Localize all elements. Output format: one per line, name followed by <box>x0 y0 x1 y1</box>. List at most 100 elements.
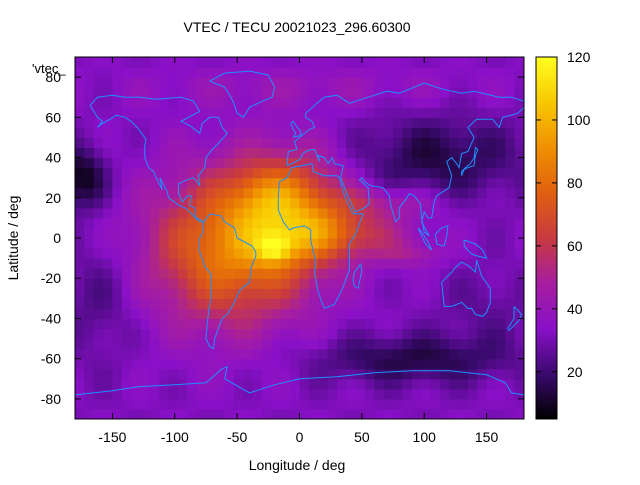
heatmap-cell <box>458 67 469 78</box>
heatmap-cell <box>346 388 357 400</box>
heatmap-cell <box>486 97 497 108</box>
heatmap-cell <box>290 258 301 269</box>
heatmap-cell <box>514 207 524 219</box>
heatmap-cell <box>393 388 403 400</box>
heatmap-cell <box>458 368 469 380</box>
heatmap-cell <box>234 227 244 239</box>
heatmap-cell <box>280 338 291 350</box>
heatmap-cell <box>346 268 357 279</box>
heatmap-cell <box>84 368 95 380</box>
heatmap-cell <box>374 67 385 78</box>
heatmap-cell <box>205 368 216 380</box>
heatmap-cell <box>411 298 422 309</box>
heatmap-cell <box>514 187 524 199</box>
heatmap-cell <box>308 117 319 128</box>
heatmap-cell <box>346 57 357 68</box>
heatmap-cell <box>439 258 450 269</box>
heatmap-cell <box>84 378 95 390</box>
heatmap-cell <box>449 268 460 279</box>
heatmap-cell <box>449 77 460 88</box>
heatmap-cell <box>327 368 338 380</box>
heatmap-cell <box>196 378 207 390</box>
heatmap-cell <box>234 368 244 380</box>
heatmap-cell <box>177 328 188 340</box>
heatmap-cell <box>103 308 114 320</box>
heatmap-cell <box>458 278 469 289</box>
heatmap-cell <box>467 268 478 279</box>
heatmap-cell <box>205 87 216 98</box>
heatmap-cell <box>421 127 432 139</box>
heatmap-cell <box>411 207 422 219</box>
heatmap-cell <box>280 288 291 299</box>
heatmap-cell <box>336 268 347 279</box>
heatmap-cell <box>93 127 104 139</box>
heatmap-cell <box>355 408 366 419</box>
heatmap-cell <box>121 238 132 249</box>
y-axis-label: Latitude / deg <box>5 196 21 281</box>
heatmap-cell <box>234 197 244 209</box>
heatmap-cell <box>121 318 132 330</box>
heatmap-cell <box>168 187 179 199</box>
heatmap-cell <box>318 298 329 309</box>
heatmap-cell <box>75 197 85 209</box>
heatmap-cell <box>495 278 506 289</box>
heatmap-cell <box>280 238 291 249</box>
heatmap-cell <box>205 378 216 390</box>
heatmap-cell <box>486 328 497 340</box>
heatmap-cell <box>393 177 403 189</box>
heatmap-cell <box>149 157 160 169</box>
heatmap-cell <box>336 217 347 229</box>
heatmap-cell <box>121 67 132 78</box>
heatmap-cell <box>467 217 478 229</box>
heatmap-cell <box>514 137 524 149</box>
heatmap-cell <box>234 378 244 390</box>
heatmap-cell <box>383 328 394 340</box>
heatmap-cell <box>449 227 460 239</box>
heatmap-cell <box>103 107 114 118</box>
heatmap-cell <box>346 187 357 199</box>
heatmap-cell <box>168 308 179 320</box>
heatmap-cell <box>205 408 216 419</box>
heatmap-cell <box>159 117 170 128</box>
heatmap-cell <box>336 378 347 390</box>
heatmap-cell <box>327 268 338 279</box>
heatmap-cell <box>280 258 291 269</box>
heatmap-cell <box>421 67 432 78</box>
heatmap-cell <box>477 187 488 199</box>
heatmap-cell <box>364 258 375 269</box>
heatmap-cell <box>449 398 460 410</box>
heatmap-cell <box>439 117 450 128</box>
heatmap-cell <box>205 318 216 330</box>
heatmap-cell <box>439 57 450 68</box>
heatmap-cell <box>318 268 329 279</box>
heatmap-cell <box>205 238 216 249</box>
heatmap-cell <box>421 308 432 320</box>
heatmap-cell <box>495 147 506 159</box>
heatmap-cell <box>477 117 488 128</box>
heatmap-cell <box>374 177 385 189</box>
heatmap-cell <box>439 67 450 78</box>
heatmap-cell <box>411 308 422 320</box>
heatmap-cell <box>486 308 497 320</box>
heatmap-cell <box>308 157 319 169</box>
colorbar-tick-label: 20 <box>567 364 583 380</box>
heatmap-cell <box>449 358 460 370</box>
heatmap-cell <box>318 227 329 239</box>
heatmap-cell <box>112 77 123 88</box>
heatmap-cell <box>93 408 104 419</box>
heatmap-cell <box>458 388 469 400</box>
heatmap-cell <box>103 227 114 239</box>
heatmap-cell <box>486 157 497 169</box>
x-tick-label: 150 <box>475 429 499 445</box>
heatmap-cell <box>383 388 394 400</box>
heatmap-cell <box>131 328 142 340</box>
heatmap-cell <box>84 288 95 299</box>
heatmap-cell <box>486 278 497 289</box>
heatmap-cell <box>215 77 226 88</box>
heatmap-cell <box>393 268 403 279</box>
heatmap-cell <box>234 77 244 88</box>
heatmap-cell <box>290 368 301 380</box>
heatmap-cell <box>486 368 497 380</box>
heatmap-cell <box>224 388 235 400</box>
heatmap-cell <box>252 137 263 149</box>
